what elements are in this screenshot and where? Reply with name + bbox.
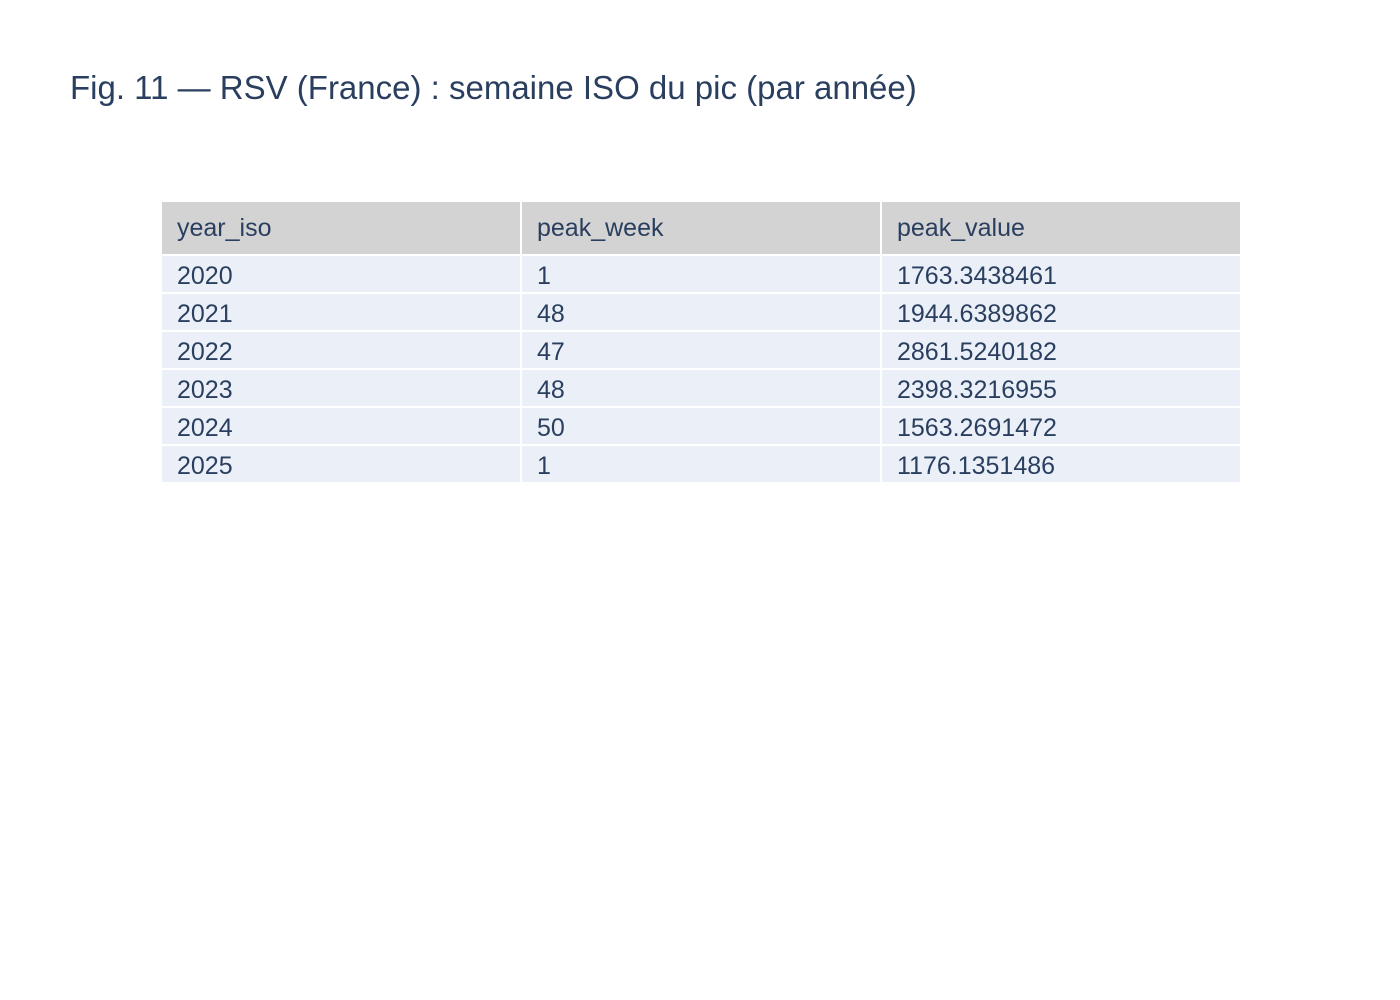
column-header-peak-week: peak_week [520,200,882,256]
cell-year-iso: 2023 [160,368,522,408]
table-row: 2024 50 1563.2691472 [160,406,1242,446]
cell-year-iso: 2022 [160,330,522,370]
cell-peak-value: 2861.5240182 [880,330,1242,370]
cell-peak-value: 1944.6389862 [880,292,1242,332]
cell-peak-week: 50 [520,406,882,446]
table-row: 2021 48 1944.6389862 [160,292,1242,332]
cell-peak-value: 2398.3216955 [880,368,1242,408]
cell-peak-value: 1176.1351486 [880,444,1242,484]
table-row: 2022 47 2861.5240182 [160,330,1242,370]
cell-peak-value: 1763.3438461 [880,254,1242,294]
chart-title: Fig. 11 — RSV (France) : semaine ISO du … [70,69,917,106]
cell-year-iso: 2024 [160,406,522,446]
cell-peak-week: 1 [520,444,882,484]
table-body: 2020 1 1763.3438461 2021 48 1944.6389862 2022 4… [160,254,1242,484]
data-table: year_iso peak_week peak_value 2020 1 1763.… [160,200,1242,484]
cell-peak-week: 1 [520,254,882,294]
cell-peak-week: 48 [520,368,882,408]
table-container: year_iso peak_week peak_value 2020 1 1763.… [160,200,1242,484]
cell-year-iso: 2020 [160,254,522,294]
cell-year-iso: 2021 [160,292,522,332]
column-header-peak-value: peak_value [880,200,1242,256]
table-header-row: year_iso peak_week peak_value [160,200,1242,256]
cell-peak-week: 47 [520,330,882,370]
table-row: 2025 1 1176.1351486 [160,444,1242,484]
table-row: 2023 48 2398.3216955 [160,368,1242,408]
cell-year-iso: 2025 [160,444,522,484]
cell-peak-value: 1563.2691472 [880,406,1242,446]
cell-peak-week: 48 [520,292,882,332]
column-header-year-iso: year_iso [160,200,522,256]
table-row: 2020 1 1763.3438461 [160,254,1242,294]
